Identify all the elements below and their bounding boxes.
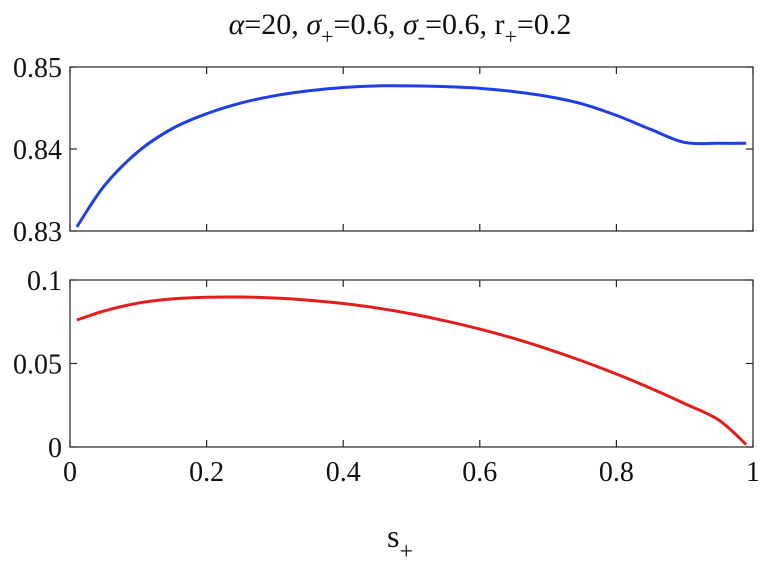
x-tick-label: 0.6 bbox=[462, 457, 497, 488]
title-alpha-symbol: α bbox=[229, 8, 246, 41]
x-tick-label: 0.4 bbox=[326, 457, 361, 488]
x-axis-label: s+ bbox=[387, 518, 413, 565]
y-tick-label: 0.84 bbox=[13, 135, 62, 166]
y-tick-label: 0.83 bbox=[13, 217, 62, 248]
x-axis-label-main: s bbox=[387, 518, 399, 554]
title-sigma-minus-subscript: - bbox=[418, 24, 425, 49]
x-tick-label: 0 bbox=[63, 457, 77, 488]
x-axis-label-subscript: + bbox=[399, 539, 413, 565]
y-tick-label: 0.85 bbox=[13, 53, 62, 84]
title-sigma-minus-value: =0.6, bbox=[425, 8, 494, 41]
top-panel: 0.83 0.84 0.85 bbox=[13, 53, 754, 248]
title-sigma-plus-symbol: σ bbox=[306, 8, 322, 41]
x-tick-label: 0.8 bbox=[599, 457, 634, 488]
title-alpha-value: =20, bbox=[244, 8, 306, 41]
y-tick-label: 0.1 bbox=[27, 266, 62, 297]
title-r-subscript: + bbox=[505, 24, 517, 49]
title-sigma-minus-symbol: σ bbox=[403, 8, 419, 41]
y-tick-label: 0.05 bbox=[13, 350, 62, 381]
y-tick-label: 0 bbox=[48, 433, 62, 464]
top-series-line bbox=[75, 84, 747, 228]
title-sigma-plus-value: =0.6, bbox=[334, 8, 403, 41]
bottom-y-tick-labels: 0 0.05 0.1 bbox=[13, 266, 62, 464]
title-sigma-plus-subscript: + bbox=[321, 24, 333, 49]
title-r-symbol: r bbox=[495, 8, 505, 41]
top-y-tick-labels: 0.83 0.84 0.85 bbox=[13, 53, 62, 248]
bottom-ticks bbox=[69, 279, 754, 448]
bottom-series-line bbox=[76, 295, 748, 446]
chart-title: α=20, σ+=0.6, σ-=0.6, r+=0.2 bbox=[229, 8, 572, 49]
top-plot-frame bbox=[69, 66, 754, 232]
bottom-x-tick-labels: 0 0.2 0.4 0.6 0.8 1 bbox=[63, 457, 760, 488]
x-tick-label: 1 bbox=[746, 457, 760, 488]
bottom-plot-frame bbox=[69, 279, 754, 448]
bottom-panel: 0 0.05 0.1 0 0.2 0.4 0.6 0.8 1 bbox=[13, 266, 760, 488]
title-r-value: =0.2 bbox=[517, 8, 571, 41]
x-tick-label: 0.2 bbox=[189, 457, 224, 488]
top-ticks bbox=[69, 66, 754, 232]
